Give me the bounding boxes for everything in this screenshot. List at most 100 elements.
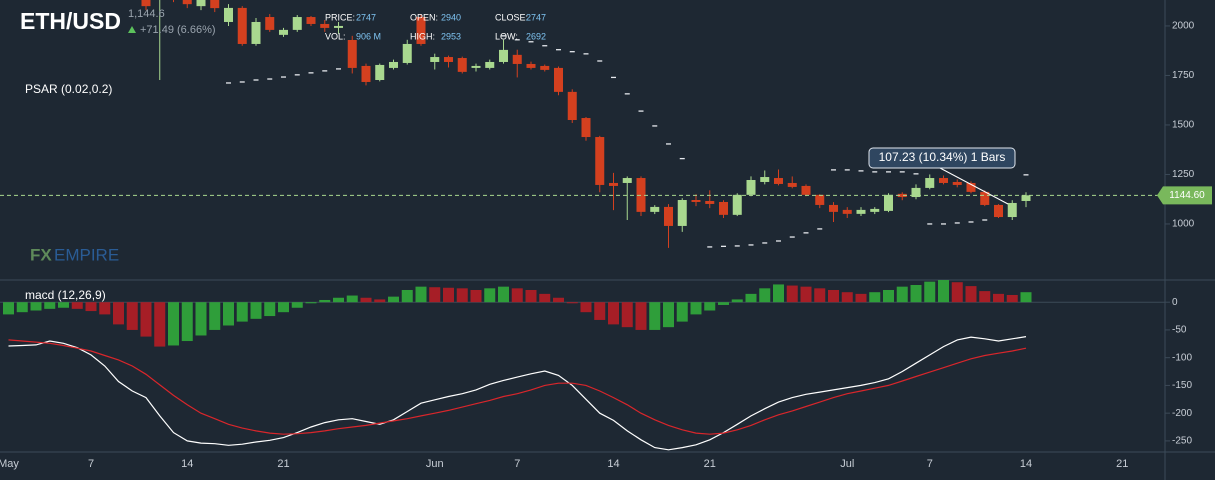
candle-body (980, 191, 990, 205)
candle-body (664, 206, 673, 226)
macd-histogram-bar (181, 302, 193, 342)
indicator-label: PSAR (0.02,0.2) (25, 82, 112, 96)
x-tick-label: Jul (840, 458, 854, 470)
y-tick-label: 1000 (1172, 219, 1195, 230)
macd-histogram-bar (223, 302, 234, 326)
candle-body (994, 204, 1003, 218)
macd-histogram-bar (168, 302, 179, 346)
macd-histogram-bar (869, 292, 881, 303)
macd-histogram-bar (470, 289, 482, 303)
macd-histogram-bar (608, 302, 619, 325)
candle-body (732, 194, 742, 215)
candle-body (650, 206, 660, 212)
candle-body (760, 177, 770, 182)
symbol-title: ETH/USD (20, 8, 121, 34)
macd-histogram-bar (951, 282, 963, 303)
x-tick-label: 21 (277, 458, 289, 470)
candle-body (897, 193, 907, 198)
candle-body (952, 181, 962, 185)
candle-body (347, 40, 357, 68)
macd-histogram-bar (566, 302, 578, 304)
candle-body (966, 182, 976, 192)
y-tick-label: 1750 (1172, 70, 1195, 81)
macd-histogram-bar (649, 302, 661, 330)
macd-histogram-bar (415, 286, 427, 303)
y-tick-label: 0 (1172, 297, 1178, 308)
info-label: VOL: (325, 31, 346, 41)
macd-histogram-bar (539, 293, 551, 303)
macd-histogram-bar (786, 285, 798, 303)
macd-histogram-bar (195, 302, 207, 336)
macd-histogram-bar (484, 288, 496, 303)
candle-body (334, 25, 343, 28)
candle-body (320, 23, 330, 28)
last-price-label: 1144.60 (1169, 190, 1205, 201)
macd-histogram-bar (745, 293, 757, 303)
macd-histogram-bar (429, 287, 441, 303)
macd-histogram-bar (690, 302, 702, 315)
macd-histogram-bar (511, 288, 523, 303)
info-value: 2747 (356, 12, 376, 22)
macd-histogram-bar (278, 302, 289, 313)
y-tick-label: -200 (1172, 408, 1192, 419)
info-label: HIGH: (410, 31, 435, 41)
macd-histogram-bar (498, 286, 509, 303)
overlay: ETH/USD 1,144.6 +71.49 (6.66%) PSAR (0.0… (0, 8, 1212, 302)
macd-histogram-bar (704, 302, 716, 311)
x-tick-label: 14 (181, 458, 193, 470)
candle-body (416, 17, 426, 44)
y-tick-label: -250 (1172, 436, 1192, 447)
macd-histogram-bar (401, 289, 413, 303)
macd-histogram-bar (663, 302, 674, 328)
candle-body (210, 0, 220, 9)
macd-histogram-bar (841, 292, 853, 303)
candle-body (182, 0, 192, 5)
candle-body (554, 67, 563, 92)
macd-histogram-bar (85, 302, 97, 312)
logo-empire: EMPIRE (54, 245, 119, 264)
info-value: 2747 (526, 12, 546, 22)
change-value: +71.49 (6.66%) (140, 24, 216, 36)
measure-line (939, 167, 1009, 205)
candle-body (457, 58, 467, 72)
macd-histogram-bar (236, 302, 248, 322)
candle-body (1021, 195, 1031, 201)
macd-histogram-bar (828, 289, 839, 303)
macd-histogram-bar (388, 296, 399, 303)
macd-histogram-bar (718, 302, 729, 305)
candle-body (622, 178, 632, 183)
macd-histogram-bar (731, 299, 743, 303)
macd-histogram-bar (759, 288, 771, 303)
macd-histogram-bar (113, 302, 124, 325)
macd-histogram-bar (580, 302, 592, 313)
last-value: 1,144.6 (128, 8, 165, 20)
logo-fx: FX (30, 245, 52, 264)
info-value: 906 M (356, 31, 381, 41)
candle-body (279, 29, 288, 35)
candle-body (677, 200, 687, 226)
macd-histogram-bar (209, 302, 221, 330)
macd-histogram-bar (993, 293, 1004, 303)
y-tick-label: -100 (1172, 352, 1192, 363)
candle-body (719, 201, 728, 215)
macd-histogram-bar (814, 288, 826, 303)
x-tick-label: 7 (927, 458, 933, 470)
signal-line (8, 339, 1027, 435)
macd-histogram-bar (525, 289, 537, 303)
macd-plot (0, 280, 1165, 451)
candle-body (925, 178, 935, 188)
macd-histogram-bar (126, 302, 138, 330)
candle-body (939, 178, 948, 183)
candle-body (911, 187, 921, 198)
candle-body (306, 17, 316, 24)
x-tick-label: 21 (1116, 458, 1128, 470)
macd-histogram-bar (456, 288, 468, 303)
macd-histogram-bar (319, 299, 331, 303)
candle-body (430, 57, 440, 62)
macd-histogram-bar (44, 302, 56, 309)
measure-box (868, 147, 1016, 169)
candle-body (884, 194, 893, 211)
x-tick-label: 14 (1020, 458, 1032, 470)
macd-histogram-bar (1006, 294, 1018, 303)
